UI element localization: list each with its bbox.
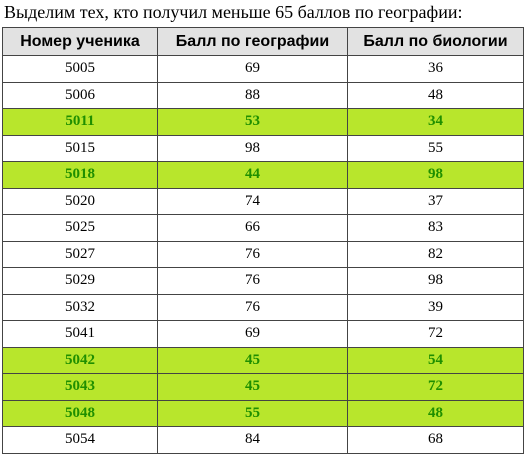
cell-geography-score: 76 (157, 267, 348, 295)
cell-student-id: 5015 (2, 134, 158, 162)
cell-biology-score: 82 (347, 240, 524, 268)
cell-student-id: 5029 (2, 267, 158, 295)
cell-biology-score: 55 (347, 134, 524, 162)
table-row-highlighted: 5018 44 98 (2, 161, 524, 189)
cell-student-id: 5042 (2, 346, 158, 374)
cell-student-id: 5032 (2, 293, 158, 321)
cell-biology-score: 72 (347, 320, 524, 348)
cell-geography-score: 88 (157, 81, 348, 109)
table-row-highlighted: 5048 55 48 (2, 399, 524, 427)
cell-geography-score: 76 (157, 293, 348, 321)
cell-student-id: 5005 (2, 55, 158, 83)
caption-text: Выделим тех, кто получил меньше 65 балло… (4, 2, 463, 22)
cell-biology-score: 34 (347, 108, 524, 136)
table-row-highlighted: 5042 45 54 (2, 346, 524, 374)
table-row: 5025 66 83 (2, 214, 524, 242)
cell-student-id: 5054 (2, 426, 158, 454)
table-row: 5032 76 39 (2, 293, 524, 321)
cell-biology-score: 72 (347, 373, 524, 401)
cell-biology-score: 98 (347, 267, 524, 295)
cell-student-id: 5027 (2, 240, 158, 268)
table-row: 5027 76 82 (2, 240, 524, 268)
cell-geography-score: 69 (157, 320, 348, 348)
cell-student-id: 5043 (2, 373, 158, 401)
table-row-highlighted: 5011 53 34 (2, 108, 524, 136)
cell-student-id: 5011 (2, 108, 158, 136)
cell-student-id: 5006 (2, 81, 158, 109)
scores-table: Номер ученика Балл по географии Балл по … (2, 27, 524, 454)
cell-student-id: 5018 (2, 161, 158, 189)
cell-student-id: 5041 (2, 320, 158, 348)
table-body: 5005 69 36 5006 88 48 5011 53 34 5015 98 55 5018 44 98… (2, 55, 524, 454)
table-row: 5041 69 72 (2, 320, 524, 348)
table-row: 5054 84 68 (2, 426, 524, 454)
cell-geography-score: 66 (157, 214, 348, 242)
cell-biology-score: 68 (347, 426, 524, 454)
cell-student-id: 5025 (2, 214, 158, 242)
cell-geography-score: 98 (157, 134, 348, 162)
table-row: 5005 69 36 (2, 55, 524, 83)
table-row: 5020 74 37 (2, 187, 524, 215)
header-biology-score: Балл по биологии (347, 27, 524, 56)
table-row: 5006 88 48 (2, 81, 524, 109)
cell-student-id: 5048 (2, 399, 158, 427)
table-row: 5029 76 98 (2, 267, 524, 295)
cell-geography-score: 69 (157, 55, 348, 83)
header-student-id: Номер ученика (2, 27, 158, 56)
table-row-highlighted: 5043 45 72 (2, 373, 524, 401)
header-geography-score: Балл по географии (157, 27, 348, 56)
cell-geography-score: 45 (157, 373, 348, 401)
cell-geography-score: 45 (157, 346, 348, 374)
cell-biology-score: 37 (347, 187, 524, 215)
cell-student-id: 5020 (2, 187, 158, 215)
cell-geography-score: 84 (157, 426, 348, 454)
cell-geography-score: 76 (157, 240, 348, 268)
cell-biology-score: 54 (347, 346, 524, 374)
cell-biology-score: 48 (347, 399, 524, 427)
cell-geography-score: 44 (157, 161, 348, 189)
cell-biology-score: 48 (347, 81, 524, 109)
cell-biology-score: 83 (347, 214, 524, 242)
header-row: Номер ученика Балл по географии Балл по … (2, 27, 524, 56)
cell-geography-score: 55 (157, 399, 348, 427)
cell-biology-score: 36 (347, 55, 524, 83)
cell-geography-score: 74 (157, 187, 348, 215)
cell-biology-score: 98 (347, 161, 524, 189)
table-header: Номер ученика Балл по географии Балл по … (2, 27, 524, 56)
table-row: 5015 98 55 (2, 134, 524, 162)
cell-biology-score: 39 (347, 293, 524, 321)
cell-geography-score: 53 (157, 108, 348, 136)
